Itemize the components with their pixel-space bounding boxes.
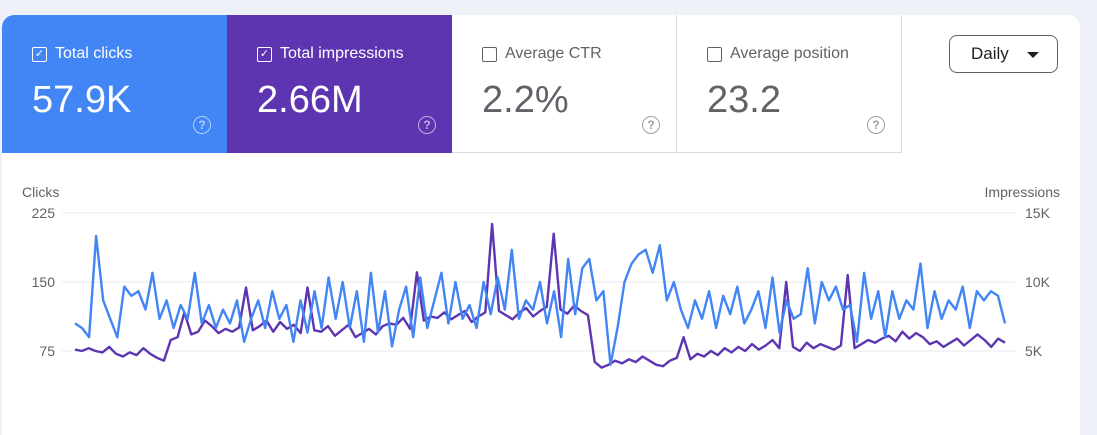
metric-value: 23.2	[707, 79, 781, 121]
help-icon[interactable]: ?	[418, 116, 436, 134]
metric-label: Total impressions	[280, 45, 404, 62]
caret-down-icon	[1027, 52, 1039, 58]
right-tick-label: 10K	[1025, 274, 1051, 290]
right-axis-title: Impressions	[985, 184, 1060, 200]
metric-average-ctr[interactable]: Average CTR 2.2% ?	[452, 15, 677, 153]
help-icon[interactable]: ?	[642, 116, 660, 134]
metric-label: Average position	[730, 45, 849, 62]
right-tick-label: 5K	[1025, 343, 1043, 359]
left-axis-title: Clicks	[22, 184, 59, 200]
metric-average-position[interactable]: Average position 23.2 ?	[677, 15, 902, 153]
metric-total-impressions[interactable]: ✓ Total impressions 2.66M ?	[227, 15, 452, 153]
checkbox-unchecked-icon[interactable]	[707, 46, 722, 62]
metric-value: 2.66M	[257, 79, 363, 121]
checkbox-checked-icon[interactable]: ✓	[32, 46, 47, 62]
checkbox-unchecked-icon[interactable]	[482, 46, 497, 62]
granularity-value: Daily	[971, 44, 1009, 63]
performance-card: ✓ Total clicks 57.9K ? ✓ Total impressions…	[2, 15, 1080, 435]
left-tick-label: 225	[32, 205, 56, 221]
help-icon[interactable]: ?	[867, 116, 885, 134]
left-tick-label: 150	[32, 274, 56, 290]
granularity-dropdown[interactable]: Daily	[949, 35, 1058, 73]
metric-value: 57.9K	[32, 79, 132, 121]
performance-chart[interactable]: Clicks Impressions 225 150 75 15K 10K 5K	[0, 0, 1097, 415]
metric-total-clicks[interactable]: ✓ Total clicks 57.9K ?	[2, 15, 227, 153]
impressions-series-line[interactable]	[74, 222, 1006, 369]
right-tick-label: 15K	[1025, 205, 1051, 221]
left-tick-label: 75	[39, 343, 55, 359]
clicks-series-line[interactable]	[74, 234, 1007, 366]
metric-value: 2.2%	[482, 79, 569, 121]
metric-label: Average CTR	[505, 45, 602, 62]
checkbox-checked-icon[interactable]: ✓	[257, 46, 272, 62]
metric-label: Total clicks	[55, 45, 133, 62]
help-icon[interactable]: ?	[193, 116, 211, 134]
